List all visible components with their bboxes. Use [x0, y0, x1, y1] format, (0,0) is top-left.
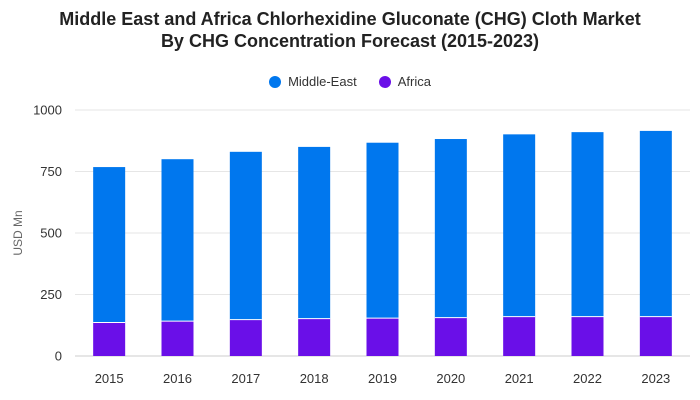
bar-middle-east-2015[interactable] — [93, 167, 126, 323]
y-axis-ticks: 0 250 500 750 1000 — [33, 103, 62, 364]
bar-africa-2019[interactable] — [366, 318, 399, 356]
x-tick-label: 2018 — [300, 371, 329, 386]
x-tick-label: 2022 — [573, 371, 602, 386]
chart-title-line-1: Middle East and Africa Chlorhexidine Glu… — [59, 9, 641, 29]
x-tick-label: 2015 — [95, 371, 124, 386]
y-tick-label: 0 — [55, 349, 62, 364]
bar-africa-2023[interactable] — [639, 316, 672, 356]
bar-africa-2020[interactable] — [434, 317, 467, 356]
bar-africa-2016[interactable] — [161, 321, 194, 356]
bar-middle-east-2023[interactable] — [639, 130, 672, 317]
x-tick-label: 2019 — [368, 371, 397, 386]
x-tick-label: 2020 — [436, 371, 465, 386]
bar-middle-east-2020[interactable] — [434, 139, 467, 318]
bar-middle-east-2022[interactable] — [571, 132, 604, 317]
y-tick-label: 1000 — [33, 103, 62, 118]
x-tick-label: 2017 — [231, 371, 260, 386]
legend-item-africa[interactable]: Africa — [378, 74, 431, 89]
chart-title-line-2: By CHG Concentration Forecast (2015-2023… — [160, 31, 540, 51]
bar-africa-2021[interactable] — [503, 316, 536, 356]
legend: Middle-East Africa — [0, 74, 700, 89]
x-tick-label: 2023 — [641, 371, 670, 386]
bar-middle-east-2017[interactable] — [229, 151, 262, 320]
bars — [93, 130, 672, 356]
x-tick-label: 2021 — [505, 371, 534, 386]
bar-africa-2022[interactable] — [571, 316, 604, 356]
bar-middle-east-2019[interactable] — [366, 142, 399, 319]
y-axis-title: USD Mn — [11, 210, 25, 255]
legend-item-middle-east[interactable]: Middle-East — [269, 74, 357, 89]
y-tick-label: 250 — [40, 287, 62, 302]
bar-middle-east-2016[interactable] — [161, 159, 194, 322]
legend-swatch-middle-east — [269, 75, 282, 88]
y-tick-label: 500 — [40, 226, 62, 241]
y-tick-label: 750 — [40, 164, 62, 179]
bar-africa-2015[interactable] — [93, 322, 126, 356]
bar-africa-2018[interactable] — [298, 318, 331, 356]
legend-label-middle-east: Middle-East — [288, 74, 357, 89]
legend-swatch-africa — [378, 75, 391, 88]
x-axis-ticks: 2015 2016 2017 2018 2019 2020 2021 2022 2023 — [95, 371, 671, 386]
bar-middle-east-2018[interactable] — [298, 146, 331, 319]
x-tick-label: 2016 — [163, 371, 192, 386]
bar-africa-2017[interactable] — [229, 319, 262, 356]
bar-middle-east-2021[interactable] — [503, 134, 536, 317]
legend-label-africa: Africa — [397, 74, 431, 89]
chart-title: Middle East and Africa Chlorhexidine Glu… — [0, 8, 700, 52]
